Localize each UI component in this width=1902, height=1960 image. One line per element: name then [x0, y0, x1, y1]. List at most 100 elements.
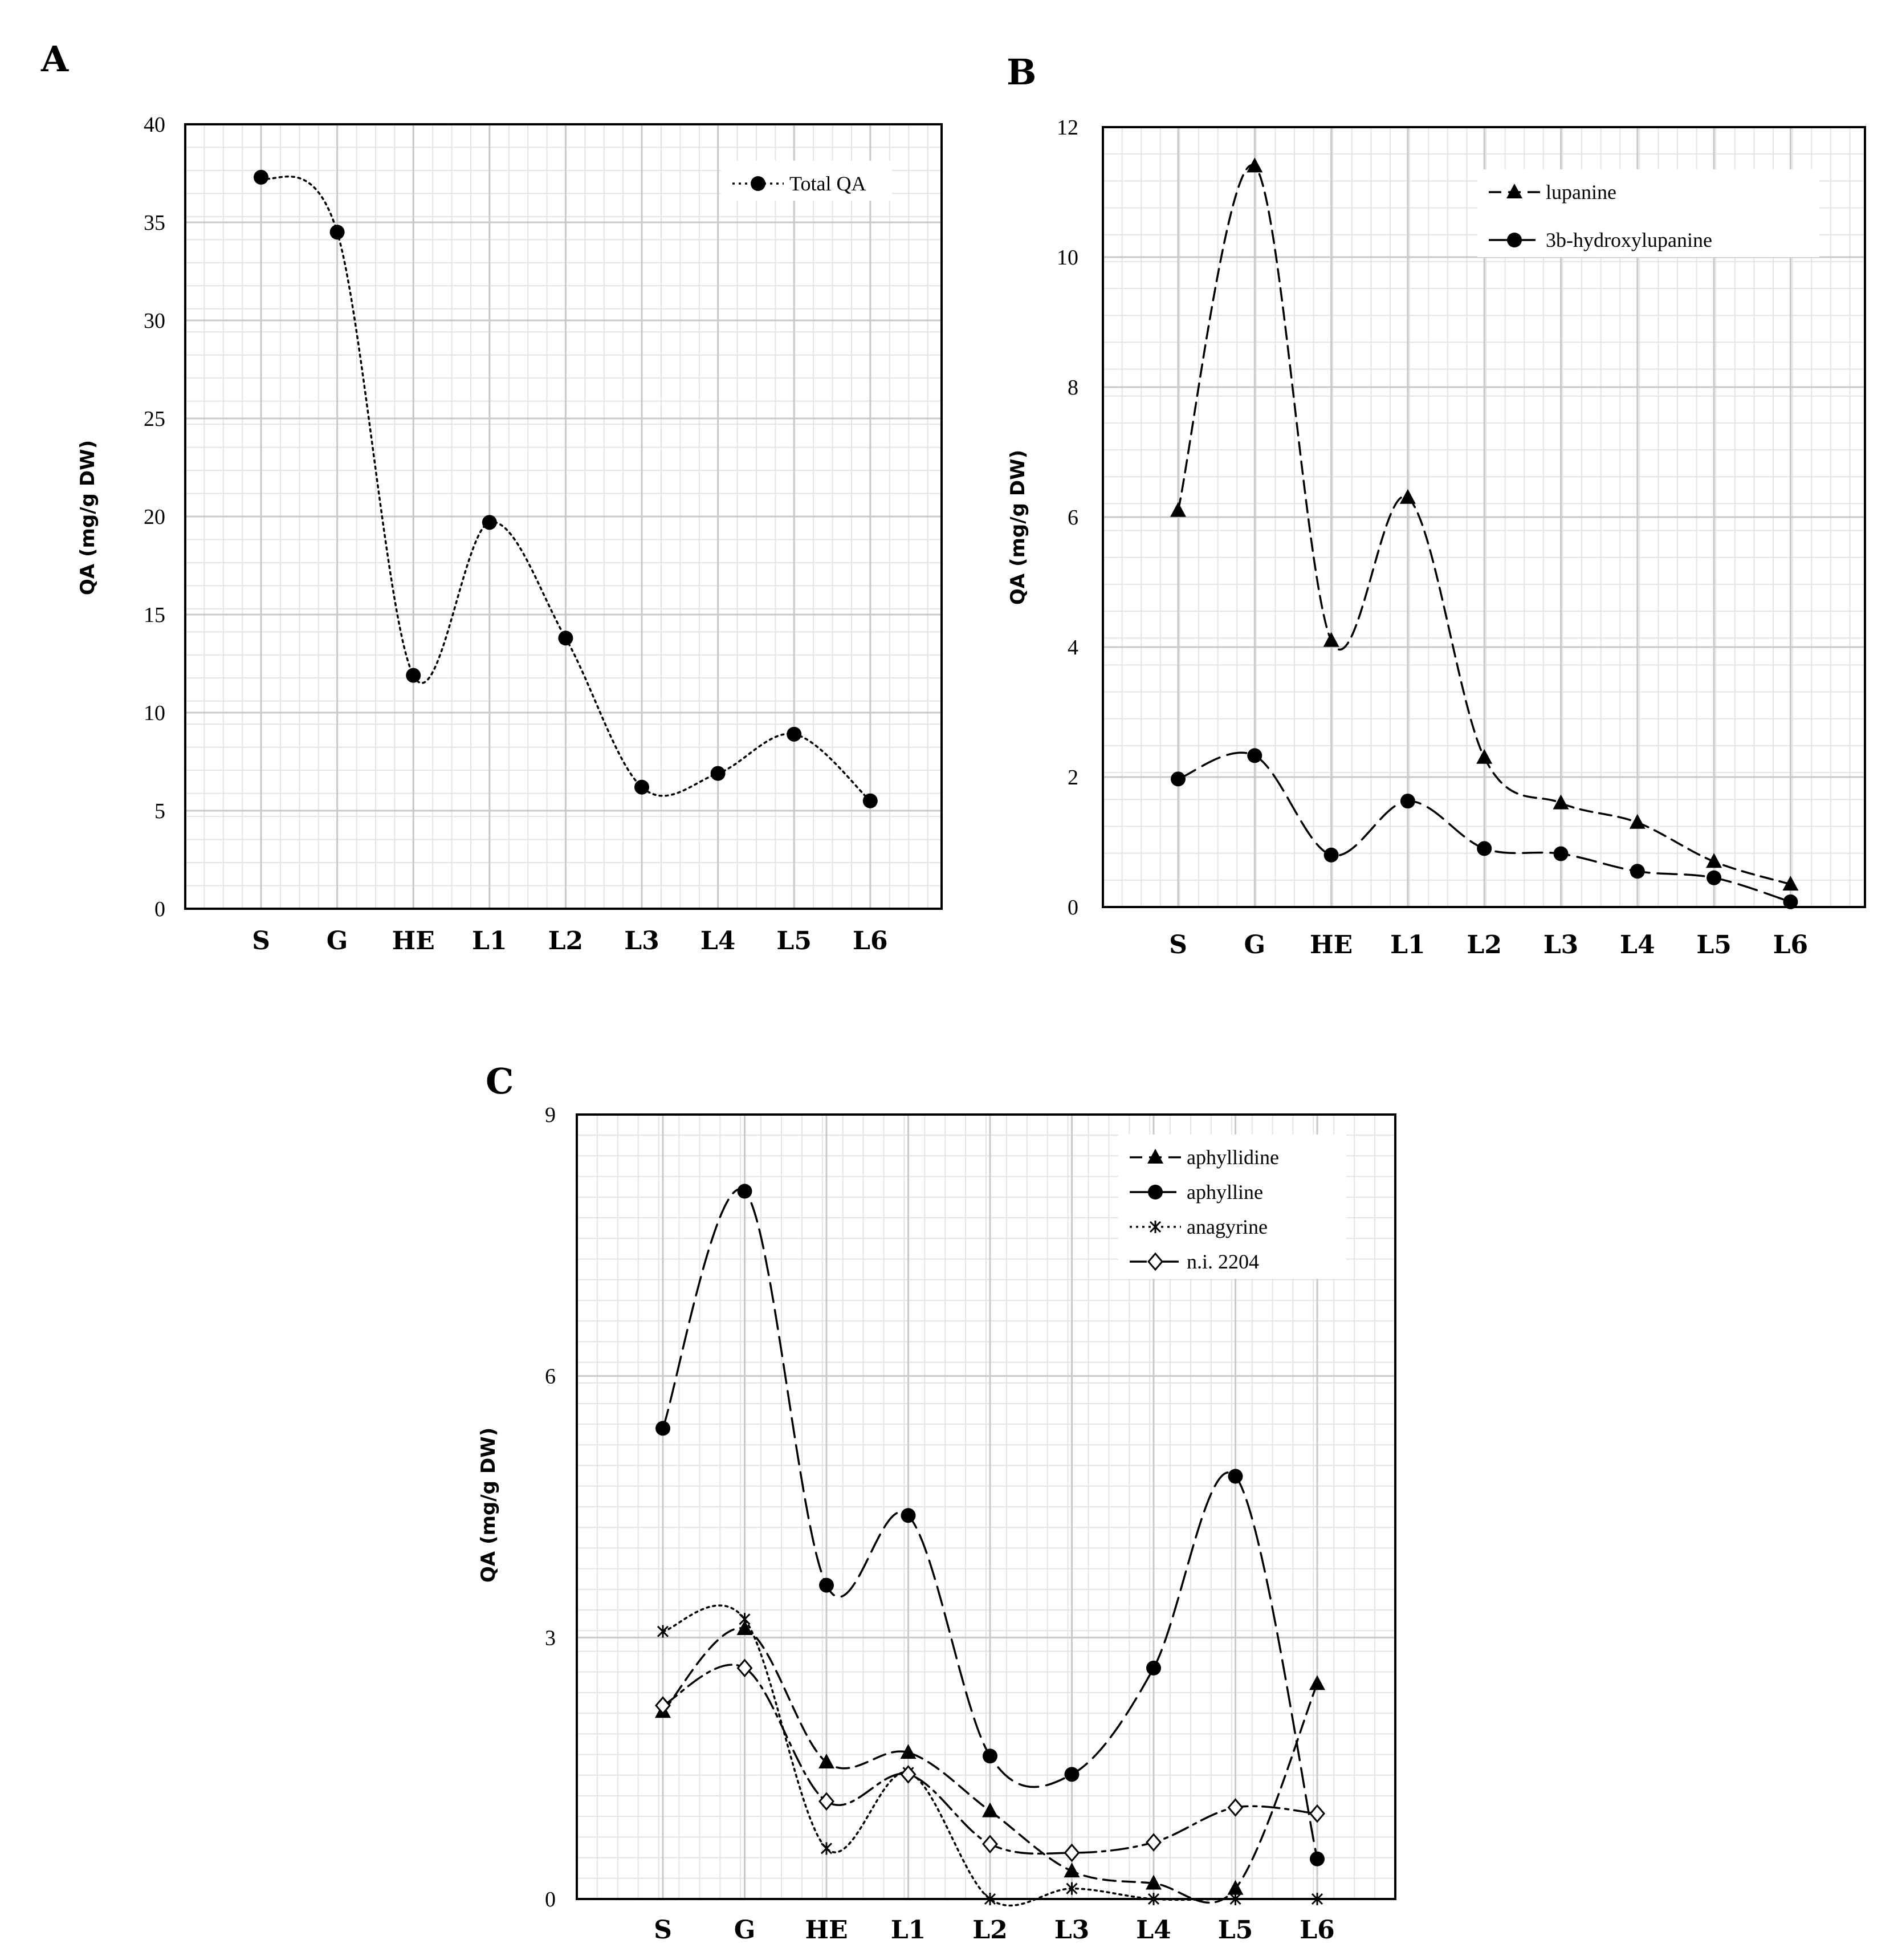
x-tick-label: L6 — [1773, 930, 1809, 959]
y-tick-label: 6 — [1068, 506, 1078, 530]
data-point — [983, 1748, 997, 1764]
data-point — [818, 1753, 834, 1768]
data-point — [1228, 1469, 1243, 1484]
legend-marker — [1506, 184, 1522, 198]
data-point — [900, 1744, 917, 1759]
legend-marker — [751, 176, 765, 191]
y-tick-label: 30 — [144, 309, 165, 333]
data-point — [819, 1577, 834, 1593]
x-tick-label: L3 — [1543, 930, 1579, 959]
x-tick-label: L2 — [972, 1916, 1008, 1945]
data-point — [1064, 1863, 1080, 1878]
x-tick-label: L5 — [776, 926, 812, 955]
data-point — [1147, 1893, 1160, 1905]
y-tick-label: 0 — [1068, 896, 1078, 920]
data-point — [482, 515, 497, 530]
data-point — [1323, 632, 1339, 647]
x-tick-label: HE — [392, 926, 435, 955]
legend-entry-label: Total QA — [789, 172, 866, 195]
legend-entry-label: 3b-hydroxylupanine — [1546, 229, 1712, 251]
panel-b: B 0 2 4 6 8 10 12 S G HE L1 L2 L3 L4 L5 L6 QA (mg/g DW… — [1007, 51, 1866, 959]
data-point — [1309, 1675, 1325, 1690]
legend-background — [721, 161, 892, 201]
panel-label-c: C — [486, 1060, 514, 1102]
panel-b-y-axis-label: QA (mg/g DW) — [1007, 450, 1029, 605]
series-line-n-i-2204 — [662, 1664, 1318, 1855]
series-line-anagyrine — [662, 1604, 1318, 1907]
panel-a-legend: Total QA — [721, 161, 892, 201]
x-tick-label: L3 — [1054, 1916, 1090, 1945]
legend-entry-label: lupanine — [1546, 181, 1616, 204]
panel-c-series — [655, 1184, 1325, 1907]
x-tick-label: L3 — [624, 926, 659, 955]
y-tick-label: 3 — [545, 1626, 556, 1650]
x-tick-label: L5 — [1218, 1916, 1253, 1945]
data-point — [984, 1893, 996, 1905]
panel-a-y-ticks: 0 5 10 15 20 25 30 35 40 — [144, 113, 165, 921]
data-point — [818, 1792, 834, 1811]
y-tick-label: 6 — [545, 1365, 556, 1389]
data-point — [634, 779, 649, 795]
series-line-total-qa — [260, 175, 871, 802]
legend-entry-label: aphyllidine — [1187, 1146, 1279, 1169]
y-tick-label: 20 — [144, 505, 165, 529]
y-tick-label: 10 — [144, 701, 165, 725]
data-point — [1630, 864, 1645, 879]
data-point — [1227, 1798, 1244, 1817]
data-point — [1066, 1882, 1078, 1895]
legend-marker — [1147, 1252, 1163, 1271]
data-point — [1553, 846, 1569, 861]
y-tick-label: 0 — [545, 1888, 556, 1912]
y-tick-label: 35 — [144, 211, 165, 235]
data-point — [820, 1842, 833, 1855]
x-tick-label: S — [1169, 930, 1187, 959]
data-point — [1706, 853, 1722, 868]
data-point — [1782, 876, 1799, 891]
panel-b-plot-frame — [1102, 126, 1866, 908]
y-tick-label: 25 — [144, 407, 165, 431]
data-point — [900, 1765, 917, 1784]
x-tick-label: L6 — [1300, 1916, 1335, 1945]
data-point — [1146, 1660, 1161, 1676]
data-point — [787, 726, 802, 742]
x-tick-label: L2 — [548, 926, 584, 955]
panel-label-b: B — [1007, 51, 1036, 93]
panel-c-x-ticks: S G HE L1 L2 L3 L4 L5 L6 — [654, 1916, 1335, 1945]
y-tick-label: 15 — [144, 603, 165, 627]
panel-b-x-ticks: S G HE L1 L2 L3 L4 L5 L6 — [1169, 930, 1808, 959]
data-point — [739, 1613, 751, 1626]
panel-label-a: A — [40, 38, 69, 80]
y-tick-label: 0 — [154, 897, 165, 921]
data-point — [1170, 502, 1186, 517]
panel-a-series — [254, 169, 878, 808]
panel-c-legend: aphyllidine aphylline anagyrine n.i. 2204 — [1118, 1134, 1346, 1279]
data-point — [1399, 489, 1416, 504]
y-tick-label: 9 — [545, 1103, 556, 1127]
legend-marker — [1507, 233, 1522, 247]
data-point — [901, 1508, 916, 1523]
data-point — [1310, 1851, 1325, 1867]
x-tick-label: L1 — [472, 926, 507, 955]
panel-b-legend: lupanine 3b-hydroxylupanine — [1477, 169, 1819, 257]
x-tick-label: L4 — [1620, 930, 1655, 959]
data-point — [737, 1184, 752, 1199]
data-point — [1064, 1843, 1080, 1863]
data-point — [1783, 894, 1798, 909]
y-tick-label: 12 — [1057, 116, 1078, 140]
x-tick-label: L1 — [891, 1916, 926, 1945]
data-point — [655, 1696, 671, 1715]
legend-entry-label: aphylline — [1187, 1181, 1263, 1203]
legend-background — [1477, 169, 1819, 257]
data-point — [736, 1620, 753, 1636]
x-tick-label: L4 — [700, 926, 736, 955]
y-tick-label: 4 — [1068, 636, 1078, 660]
data-point — [406, 668, 421, 683]
x-tick-label: S — [654, 1916, 672, 1945]
x-tick-label: G — [734, 1916, 756, 1945]
data-point — [1064, 1767, 1080, 1782]
data-point — [254, 169, 268, 185]
panel-c-plot-frame — [576, 1113, 1396, 1900]
panel-a-plot-frame — [184, 123, 943, 910]
x-tick-label: HE — [805, 1916, 848, 1945]
